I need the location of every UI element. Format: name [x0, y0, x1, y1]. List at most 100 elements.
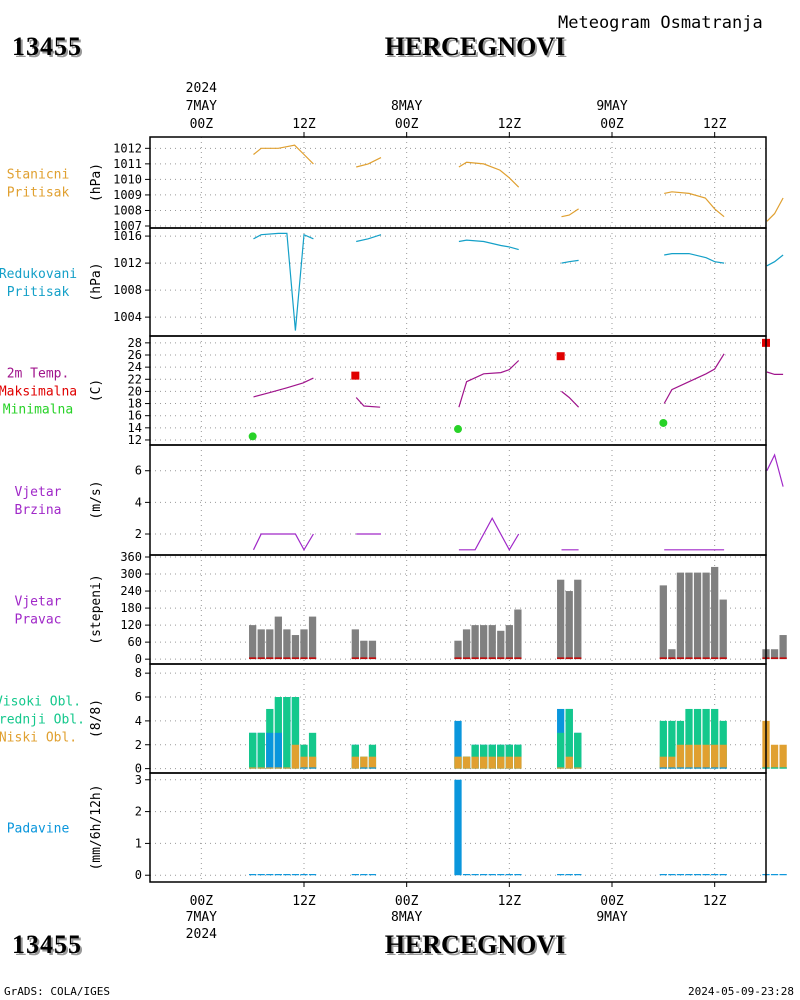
- ytick-label-0: 0: [135, 868, 142, 882]
- bottom-hour-label-3: 12Z: [498, 894, 522, 909]
- bar-21: [574, 579, 582, 660]
- ytick-label-1: 2: [135, 738, 142, 752]
- series-line-0-2: [458, 239, 519, 251]
- bar-2-3: [274, 767, 282, 769]
- bar-1-1: [257, 732, 265, 769]
- series-line-0-0: [252, 533, 314, 552]
- bar-19: [557, 874, 565, 876]
- top-day-label-0: 7MAY: [186, 99, 217, 114]
- top-day-label-2: 8MAY: [391, 99, 422, 114]
- bar-21: [574, 874, 582, 876]
- bar-2-12: [462, 756, 471, 769]
- bottom-year-label: 2024: [186, 927, 217, 942]
- top-hour-label-4: 00Z: [600, 117, 624, 132]
- bar-15: [488, 874, 496, 876]
- bar-2-9: [360, 756, 368, 769]
- bar-28: [711, 566, 719, 660]
- ytick-label-1: 4: [135, 495, 142, 509]
- bar-1: [257, 629, 265, 660]
- bar-32: [779, 635, 787, 660]
- bar-11: [454, 779, 462, 876]
- series-line-0-2: [458, 161, 520, 188]
- bar-0-29: [719, 767, 727, 769]
- panel-frame: [149, 444, 767, 556]
- ylabel-redukovani-pritisak: (hPa): [89, 262, 104, 301]
- bar-15: [488, 625, 496, 660]
- bar-7: [308, 874, 317, 876]
- series-line-0-5: [766, 197, 784, 222]
- ytick-label-3: 6: [135, 690, 142, 704]
- bar-1-22: [659, 720, 667, 769]
- bar-1-5: [291, 697, 300, 769]
- bar-26: [693, 572, 702, 660]
- bar-0-26: [693, 767, 702, 769]
- series-line-0-3: [561, 208, 579, 218]
- series-line-0-1: [356, 234, 382, 243]
- ytick-label-0: 1007: [113, 219, 142, 233]
- ytick-label-6: 24: [128, 360, 142, 374]
- bar-9: [360, 874, 368, 876]
- bar-3: [274, 874, 282, 876]
- ytick-label-3: 18: [128, 397, 142, 411]
- series-line-0-1: [355, 397, 381, 408]
- bar-1-31: [770, 767, 779, 769]
- bar-1-19: [557, 732, 565, 769]
- bar-0-3: [274, 732, 282, 769]
- ytick-label-7: 26: [128, 348, 142, 362]
- bar-19: [557, 579, 565, 660]
- bar-2-7: [308, 756, 317, 769]
- series-label-1: Srednji Obl.: [0, 713, 85, 728]
- bar-1: [257, 874, 265, 876]
- bar-1-27: [702, 708, 710, 769]
- ytick-label-3: 1010: [113, 172, 142, 186]
- series-line-0-5: [766, 254, 784, 267]
- panel-frame: [149, 772, 767, 883]
- bar-17: [505, 625, 513, 660]
- bar-11: [454, 640, 462, 660]
- ytick-label-4: 1011: [113, 157, 142, 171]
- series-line-0-2: [458, 360, 520, 408]
- chart-subtitle: Meteogram Osmatranja: [558, 13, 763, 33]
- ytick-label-5: 300: [120, 567, 142, 581]
- bar-0-27: [702, 767, 710, 769]
- bar-10: [368, 874, 377, 876]
- ylabel-oblacnost: (8/8): [89, 699, 104, 738]
- panel-vjetar-brzina: 2 4 6 (m/s) Vjetar Brzina: [15, 444, 784, 556]
- bar-1-21: [574, 732, 582, 769]
- bar-2: [266, 874, 274, 876]
- max-temp-marker-0: [351, 371, 360, 380]
- bar-2-22: [659, 756, 667, 769]
- series-label-0: Vjetar: [15, 595, 62, 610]
- panel-oblacnost: 0 2 4 6 8 (8/8) Visoki Obl. Srednji Obl. Niski O…: [0, 663, 787, 776]
- bar-2-1: [257, 767, 265, 769]
- ytick-label-1: 1008: [113, 203, 142, 217]
- series-line-0-3: [561, 390, 580, 408]
- ytick-label-3: 180: [120, 601, 142, 615]
- bar-7: [308, 616, 317, 660]
- bar-2-13: [471, 756, 479, 769]
- ylabel-stanicni-pritisak: (hPa): [89, 163, 104, 202]
- bar-2-0: [249, 767, 257, 769]
- bar-13: [471, 874, 479, 876]
- bar-2-21: [574, 767, 582, 769]
- ytick-label-5: 1012: [113, 141, 142, 155]
- bottom-hour-label-4: 00Z: [600, 894, 624, 909]
- bar-1-28: [711, 708, 719, 769]
- ytick-label-2: 1012: [113, 256, 142, 270]
- bar-25: [685, 874, 693, 876]
- series-label-2: Niski Obl.: [0, 731, 77, 746]
- ytick-label-5: 22: [128, 372, 142, 386]
- series-line-0-1: [356, 157, 382, 168]
- series-line-0-0: [253, 144, 314, 165]
- bar-2-4: [283, 767, 291, 769]
- ytick-label-0: 2: [135, 527, 142, 541]
- bar-29: [719, 599, 727, 660]
- panel-frame: [149, 136, 767, 229]
- ytick-label-0: 0: [135, 762, 142, 776]
- ytick-label-4: 240: [120, 584, 142, 598]
- series-label-1: Maksimalna: [0, 385, 77, 400]
- ylabel-temperatura: (C): [89, 379, 104, 402]
- bar-2-28: [711, 744, 719, 769]
